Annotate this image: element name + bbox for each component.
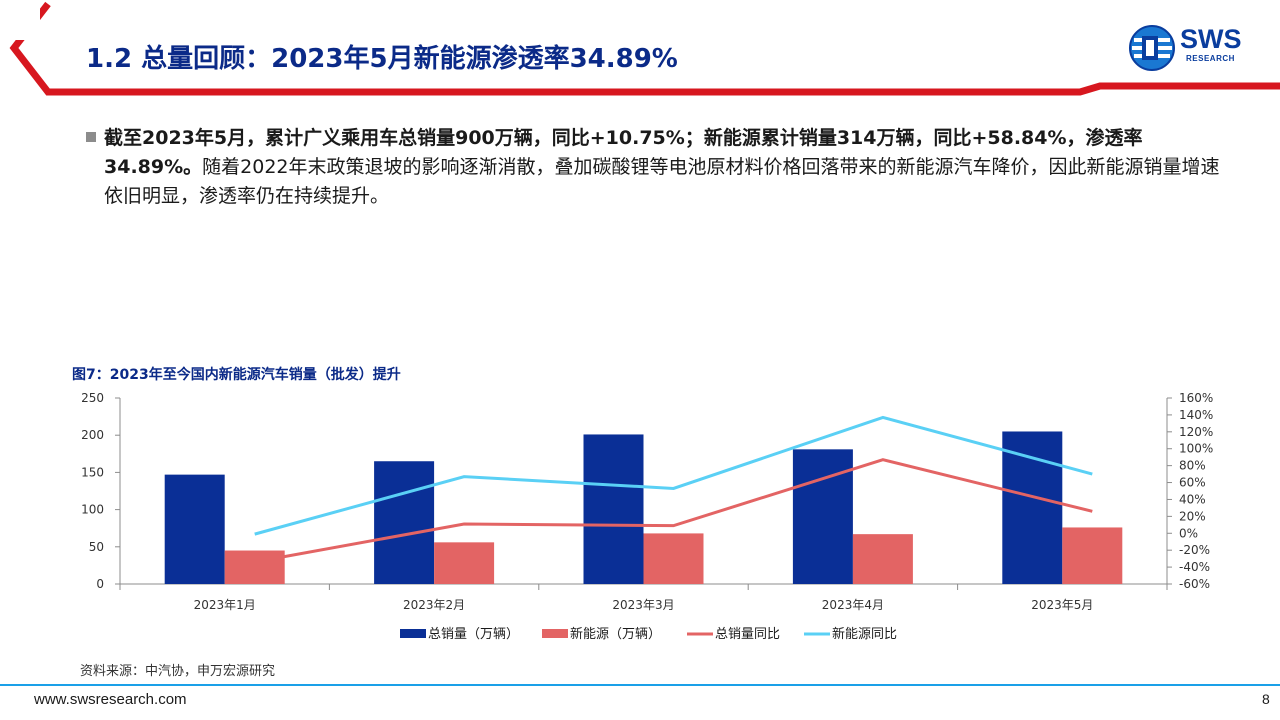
- y-right-tick-label: 140%: [1179, 408, 1213, 422]
- header-banner: 1.2 总量回顾：2023年5月新能源渗透率34.89% SWS RESEARC…: [0, 0, 1280, 100]
- footer-url: www.swsresearch.com: [34, 691, 187, 708]
- x-tick-label: 2023年1月: [194, 598, 256, 612]
- bar-total-sales: [374, 461, 435, 584]
- bar-nev-sales: [1062, 527, 1123, 584]
- y-left-tick-label: 100: [81, 503, 104, 517]
- logo-wordmark: SWS: [1180, 24, 1242, 54]
- y-right-tick-label: 160%: [1179, 391, 1213, 405]
- line-total-yoy: [254, 458, 1093, 564]
- legend-swatch: [542, 629, 568, 638]
- bar-total-sales: [583, 434, 644, 584]
- legend-label: 总销量同比: [715, 627, 780, 642]
- sws-logo: SWS RESEARCH: [1128, 24, 1258, 72]
- bar-nev-sales: [852, 534, 913, 584]
- y-right-tick-label: -20%: [1179, 543, 1210, 557]
- y-left-tick-label: 50: [89, 540, 104, 554]
- summary-bullet: 截至2023年5月，累计广义乘用车总销量900万辆，同比+10.75%；新能源累…: [80, 124, 1220, 211]
- y-left-tick-label: 250: [81, 391, 104, 405]
- legend-label: 新能源同比: [832, 626, 897, 642]
- chart-title: 图7：2023年至今国内新能源汽车销量（批发）提升: [72, 367, 401, 383]
- y-left-tick-label: 200: [81, 428, 104, 442]
- y-right-tick-label: -60%: [1179, 577, 1210, 591]
- bar-total-sales: [1002, 431, 1063, 584]
- bar-total-sales: [164, 474, 225, 584]
- y-right-tick-label: 80%: [1179, 459, 1206, 473]
- y-right-tick-label: 0%: [1179, 526, 1198, 540]
- summary-bold-text: 截至2023年5月，累计广义乘用车总销量900万辆，同比+10.75%；新能源累…: [104, 127, 1143, 178]
- y-right-tick-label: 60%: [1179, 476, 1206, 490]
- footer-divider: [0, 684, 1280, 686]
- line-nev-yoy: [254, 415, 1093, 536]
- summary-normal-text: 随着2022年末政策退坡的影响逐渐消散，叠加碳酸锂等电池原材料价格回落带来的新能…: [104, 156, 1220, 207]
- bar-nev-sales: [434, 542, 495, 584]
- page-title: 1.2 总量回顾：2023年5月新能源渗透率34.89%: [86, 44, 678, 74]
- source-note: 资料来源：中汽协，申万宏源研究: [80, 664, 276, 679]
- bar-nev-sales: [643, 533, 704, 584]
- x-tick-label: 2023年2月: [403, 598, 465, 612]
- bar-nev-sales: [224, 550, 285, 584]
- bar-total-sales: [792, 449, 853, 584]
- logo-subtext: RESEARCH: [1186, 54, 1235, 63]
- y-right-tick-label: 100%: [1179, 442, 1213, 456]
- x-tick-label: 2023年3月: [612, 598, 674, 612]
- sws-globe-icon: [1129, 25, 1175, 71]
- y-right-tick-label: -40%: [1179, 560, 1210, 574]
- legend-swatch: [400, 629, 426, 638]
- x-tick-label: 2023年5月: [1031, 598, 1093, 612]
- y-right-tick-label: 120%: [1179, 425, 1213, 439]
- sales-chart: 0 50 100 150 200 250 -60% -40% -20% 0% 20% 40% 60% 80…: [81, 391, 1213, 642]
- y-right-tick-label: 40%: [1179, 492, 1206, 506]
- y-right-tick-label: 20%: [1179, 509, 1206, 523]
- legend-label: 总销量（万辆）: [428, 627, 519, 642]
- y-left-tick-label: 150: [81, 465, 104, 479]
- page-number: 8: [1262, 691, 1270, 707]
- header-red-banner: [0, 0, 1280, 96]
- y-left-tick-label: 0: [96, 577, 104, 591]
- legend-label: 新能源（万辆）: [570, 626, 661, 642]
- x-tick-label: 2023年4月: [822, 598, 884, 612]
- bullet-square-icon: [86, 132, 96, 142]
- summary-text: 截至2023年5月，累计广义乘用车总销量900万辆，同比+10.75%；新能源累…: [80, 124, 1220, 211]
